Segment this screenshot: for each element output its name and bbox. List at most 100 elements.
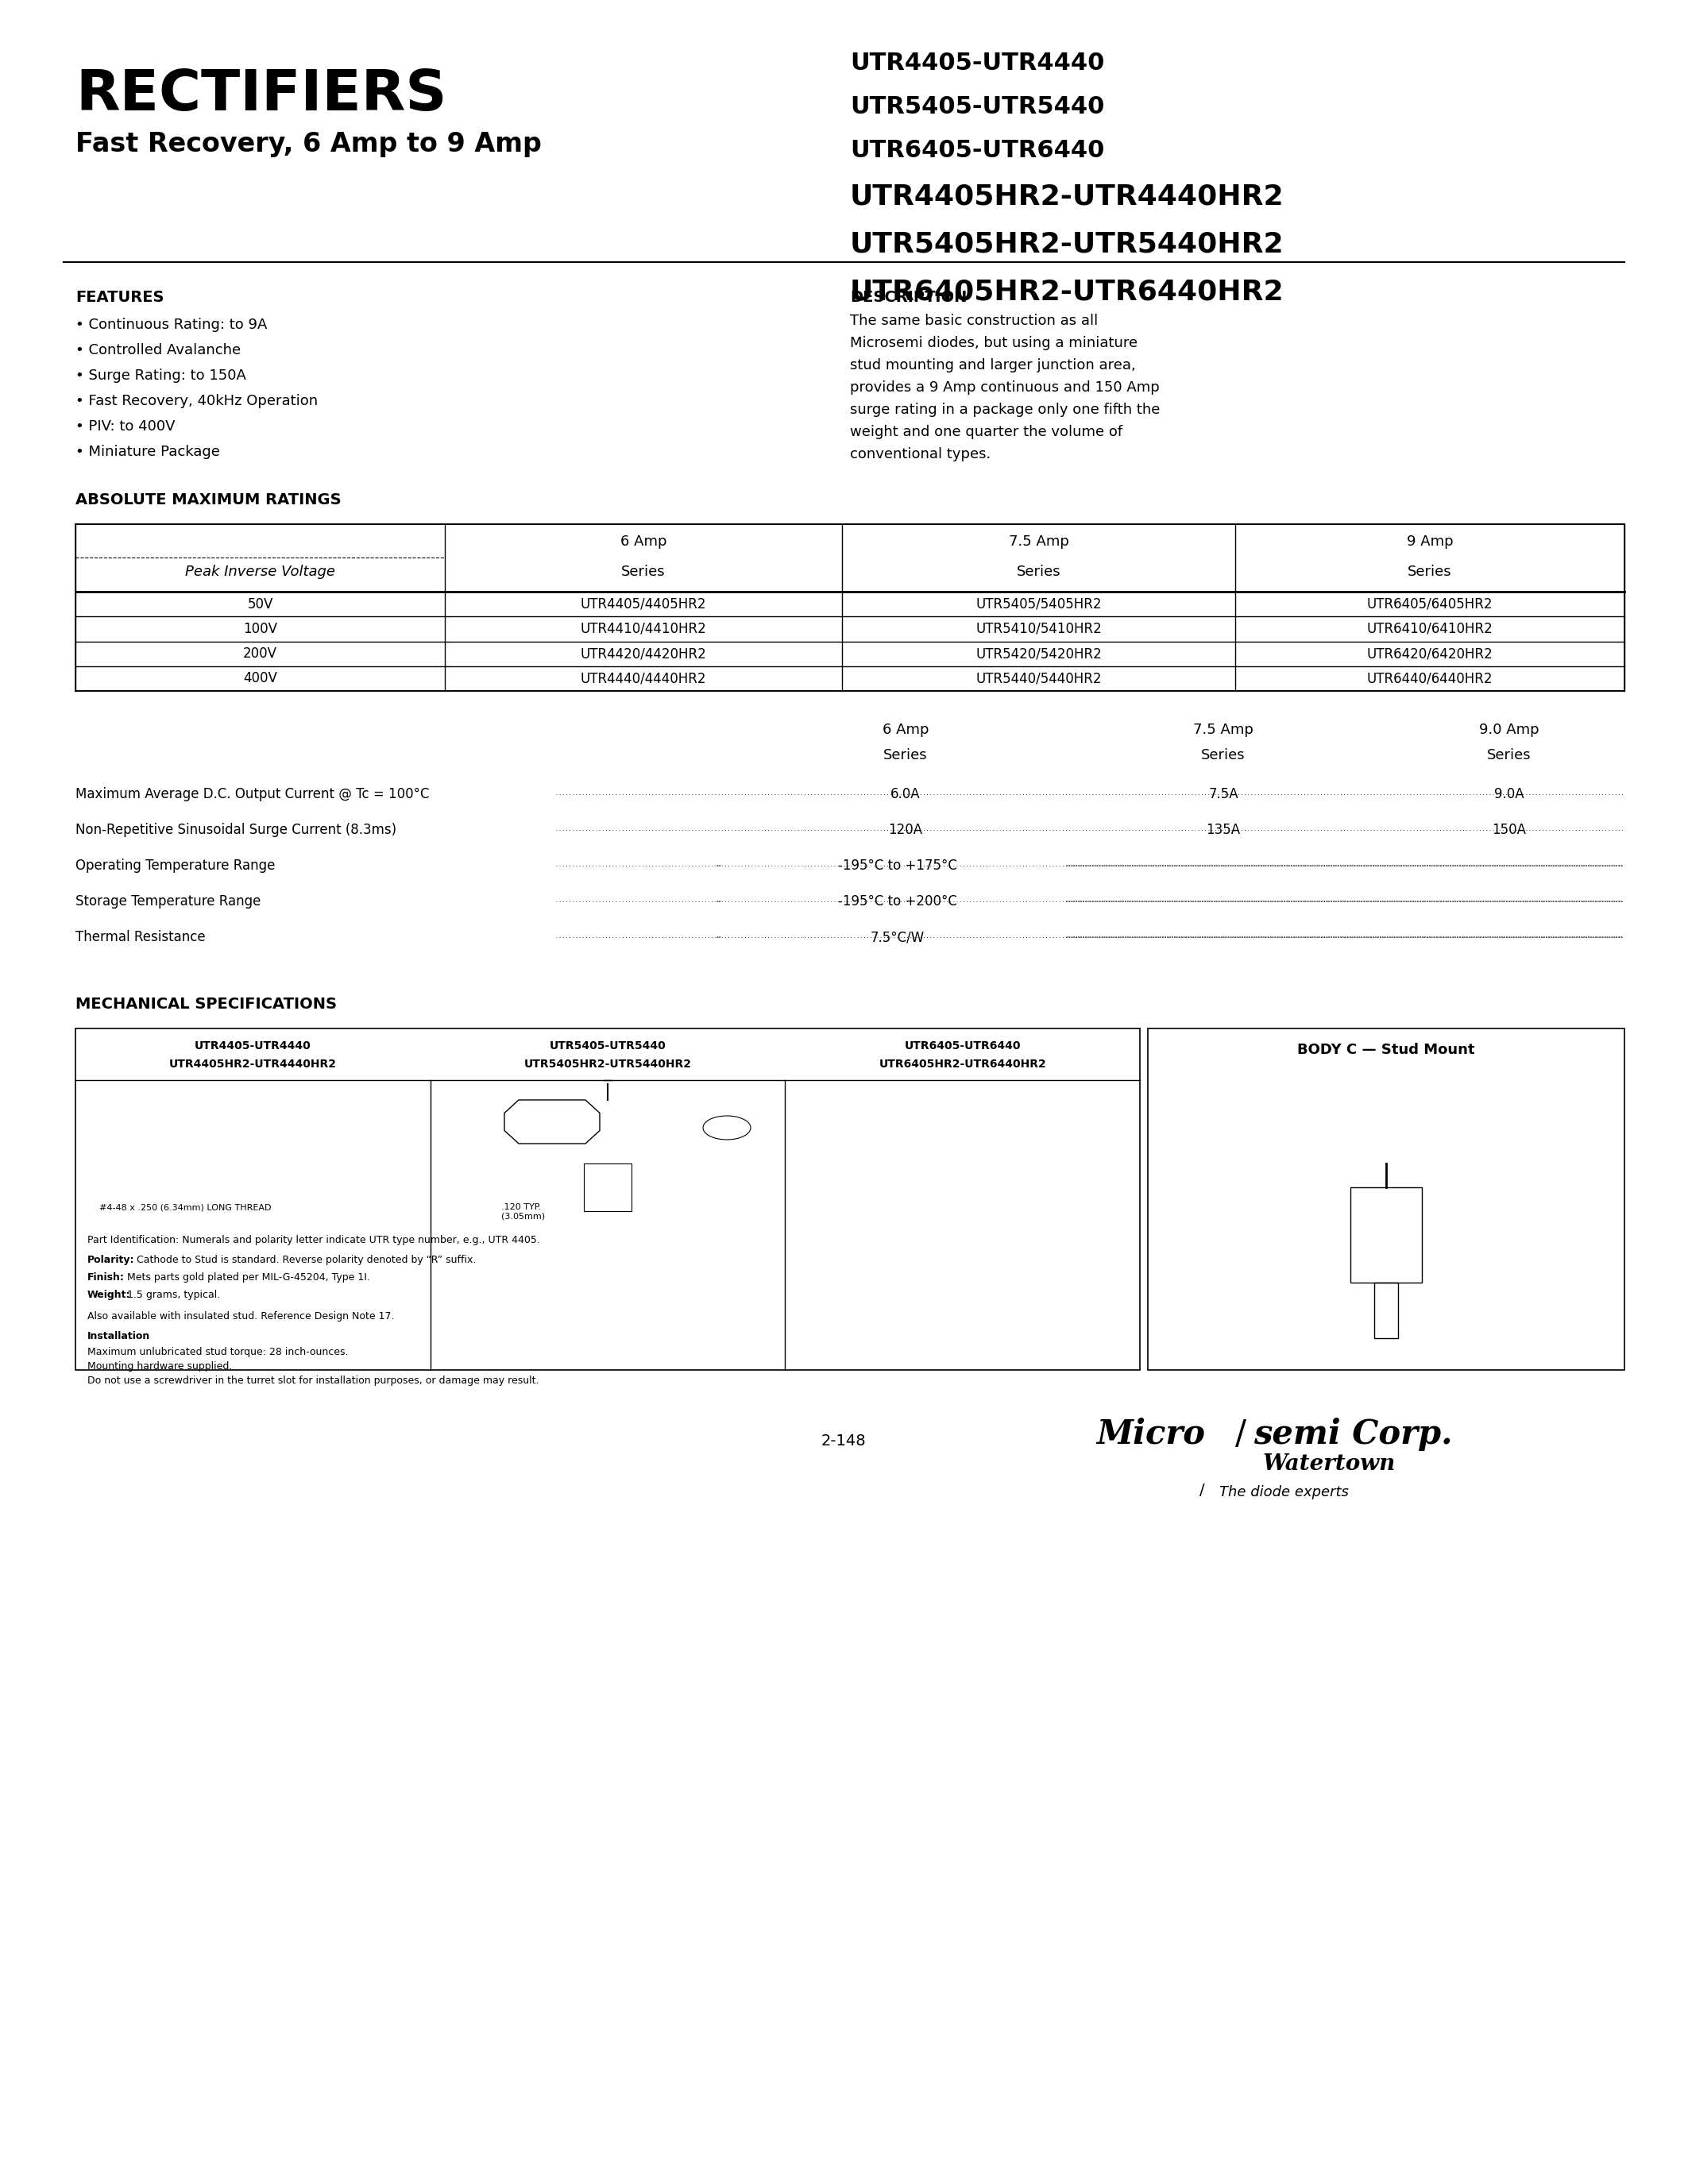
- Text: Mounting hardware supplied.: Mounting hardware supplied.: [88, 1361, 233, 1372]
- Text: 7.5A: 7.5A: [1209, 786, 1239, 802]
- Text: Installation: Installation: [88, 1330, 150, 1341]
- Text: BODY C — Stud Mount: BODY C — Stud Mount: [1298, 1042, 1475, 1057]
- Text: provides a 9 Amp continuous and 150 Amp: provides a 9 Amp continuous and 150 Amp: [851, 380, 1160, 395]
- Text: UTR6405HR2-UTR6440HR2: UTR6405HR2-UTR6440HR2: [879, 1059, 1047, 1070]
- Text: #4-48 x .250 (6.34mm) LONG THREAD: #4-48 x .250 (6.34mm) LONG THREAD: [100, 1203, 272, 1212]
- Text: • PIV: to 400V: • PIV: to 400V: [76, 419, 176, 435]
- Text: Series: Series: [1202, 749, 1246, 762]
- Bar: [584, 1164, 631, 1212]
- Text: 50V: 50V: [246, 596, 273, 612]
- Text: 6 Amp: 6 Amp: [619, 535, 667, 548]
- Text: 7.5°C/W: 7.5°C/W: [871, 930, 925, 943]
- Text: Also available with insulated stud. Reference Design Note 17.: Also available with insulated stud. Refe…: [88, 1310, 395, 1321]
- Text: UTR5405-UTR5440: UTR5405-UTR5440: [549, 1040, 667, 1051]
- Text: Finish:: Finish:: [88, 1273, 125, 1282]
- Text: UTR4440/4440HR2: UTR4440/4440HR2: [581, 670, 706, 686]
- Text: Polarity:: Polarity:: [88, 1256, 135, 1265]
- Text: Maximum unlubricated stud torque: 28 inch-ounces.: Maximum unlubricated stud torque: 28 inc…: [88, 1348, 348, 1356]
- Text: UTR4405-UTR4440: UTR4405-UTR4440: [194, 1040, 311, 1051]
- Text: UTR6405HR2-UTR6440HR2: UTR6405HR2-UTR6440HR2: [851, 277, 1285, 306]
- Text: UTR4405/4405HR2: UTR4405/4405HR2: [581, 596, 706, 612]
- Text: RECTIFIERS: RECTIFIERS: [76, 68, 447, 122]
- Text: FEATURES: FEATURES: [76, 290, 164, 306]
- Bar: [76, 1029, 1139, 1369]
- Text: 9 Amp: 9 Amp: [1406, 535, 1453, 548]
- Text: 120A: 120A: [888, 823, 923, 836]
- Text: MECHANICAL SPECIFICATIONS: MECHANICAL SPECIFICATIONS: [76, 996, 338, 1011]
- Text: UTR5405-UTR5440: UTR5405-UTR5440: [851, 96, 1104, 118]
- Text: UTR6405-UTR6440: UTR6405-UTR6440: [851, 140, 1104, 162]
- Text: Part Identification: Numerals and polarity letter indicate UTR type number, e.g.: Part Identification: Numerals and polari…: [88, 1234, 540, 1245]
- Text: semi Corp.: semi Corp.: [1254, 1417, 1453, 1450]
- Text: 135A: 135A: [1207, 823, 1241, 836]
- Text: 7.5 Amp: 7.5 Amp: [1008, 535, 1069, 548]
- Bar: [1148, 1029, 1624, 1369]
- Text: Watertown: Watertown: [1263, 1452, 1396, 1474]
- Text: Do not use a screwdriver in the turret slot for installation purposes, or damage: Do not use a screwdriver in the turret s…: [88, 1376, 538, 1387]
- Text: Series: Series: [1487, 749, 1531, 762]
- Text: UTR6405/6405HR2: UTR6405/6405HR2: [1367, 596, 1492, 612]
- Text: UTR6420/6420HR2: UTR6420/6420HR2: [1367, 646, 1492, 662]
- Text: Microsemi diodes, but using a miniature: Microsemi diodes, but using a miniature: [851, 336, 1138, 349]
- Text: weight and one quarter the volume of: weight and one quarter the volume of: [851, 426, 1123, 439]
- Text: UTR5410/5410HR2: UTR5410/5410HR2: [976, 622, 1102, 636]
- Text: • Miniature Package: • Miniature Package: [76, 446, 219, 459]
- Text: Maximum Average D.C. Output Current @ Tc = 100°C: Maximum Average D.C. Output Current @ Tc…: [76, 786, 429, 802]
- Text: UTR5420/5420HR2: UTR5420/5420HR2: [976, 646, 1102, 662]
- Text: UTR5405/5405HR2: UTR5405/5405HR2: [976, 596, 1102, 612]
- Text: • Continuous Rating: to 9A: • Continuous Rating: to 9A: [76, 317, 267, 332]
- Text: UTR4405-UTR4440: UTR4405-UTR4440: [851, 52, 1104, 74]
- Text: UTR4405HR2-UTR4440HR2: UTR4405HR2-UTR4440HR2: [169, 1059, 336, 1070]
- Text: /: /: [1200, 1483, 1205, 1498]
- Text: Series: Series: [1408, 566, 1452, 579]
- Text: UTR4410/4410HR2: UTR4410/4410HR2: [581, 622, 707, 636]
- Text: /: /: [1236, 1417, 1246, 1450]
- Text: Operating Temperature Range: Operating Temperature Range: [76, 858, 275, 874]
- Bar: [1374, 1282, 1398, 1339]
- Text: 9.0A: 9.0A: [1494, 786, 1524, 802]
- Text: 200V: 200V: [243, 646, 277, 662]
- Text: Series: Series: [883, 749, 928, 762]
- Text: 7.5 Amp: 7.5 Amp: [1193, 723, 1254, 736]
- Text: UTR4405HR2-UTR4440HR2: UTR4405HR2-UTR4440HR2: [851, 183, 1285, 210]
- Text: • Surge Rating: to 150A: • Surge Rating: to 150A: [76, 369, 246, 382]
- Text: -195°C to +175°C: -195°C to +175°C: [837, 858, 957, 874]
- Text: Series: Series: [621, 566, 665, 579]
- Text: • Controlled Avalanche: • Controlled Avalanche: [76, 343, 241, 358]
- Text: UTR6410/6410HR2: UTR6410/6410HR2: [1367, 622, 1492, 636]
- Text: Non-Repetitive Sinusoidal Surge Current (8.3ms): Non-Repetitive Sinusoidal Surge Current …: [76, 823, 397, 836]
- Text: Peak Inverse Voltage: Peak Inverse Voltage: [186, 566, 336, 579]
- Text: 150A: 150A: [1492, 823, 1526, 836]
- Text: 1.5 grams, typical.: 1.5 grams, typical.: [123, 1291, 219, 1299]
- Text: Series: Series: [1016, 566, 1060, 579]
- Text: 100V: 100V: [243, 622, 277, 636]
- Text: 6.0A: 6.0A: [891, 786, 920, 802]
- Text: Fast Recovery, 6 Amp to 9 Amp: Fast Recovery, 6 Amp to 9 Amp: [76, 131, 542, 157]
- Bar: [1350, 1188, 1421, 1282]
- Text: DESCRIPTION: DESCRIPTION: [851, 290, 967, 306]
- Text: Cathode to Stud is standard. Reverse polarity denoted by “R” suffix.: Cathode to Stud is standard. Reverse pol…: [133, 1256, 476, 1265]
- Text: Weight:: Weight:: [88, 1291, 130, 1299]
- Text: -195°C to +200°C: -195°C to +200°C: [837, 893, 957, 909]
- Text: The diode experts: The diode experts: [1219, 1485, 1349, 1500]
- Text: 9.0 Amp: 9.0 Amp: [1479, 723, 1539, 736]
- Text: • Fast Recovery, 40kHz Operation: • Fast Recovery, 40kHz Operation: [76, 393, 317, 408]
- Text: The same basic construction as all: The same basic construction as all: [851, 314, 1097, 328]
- Text: UTR6440/6440HR2: UTR6440/6440HR2: [1367, 670, 1492, 686]
- Text: UTR5440/5440HR2: UTR5440/5440HR2: [976, 670, 1102, 686]
- Text: stud mounting and larger junction area,: stud mounting and larger junction area,: [851, 358, 1136, 373]
- Bar: [76, 524, 1624, 690]
- Text: UTR4420/4420HR2: UTR4420/4420HR2: [581, 646, 707, 662]
- Text: Thermal Resistance: Thermal Resistance: [76, 930, 206, 943]
- Text: UTR6405-UTR6440: UTR6405-UTR6440: [905, 1040, 1021, 1051]
- Text: Mets parts gold plated per MIL-G-45204, Type 1I.: Mets parts gold plated per MIL-G-45204, …: [123, 1273, 370, 1282]
- Text: Storage Temperature Range: Storage Temperature Range: [76, 893, 262, 909]
- Text: .120 TYP.
(3.05mm): .120 TYP. (3.05mm): [501, 1203, 545, 1221]
- Text: ABSOLUTE MAXIMUM RATINGS: ABSOLUTE MAXIMUM RATINGS: [76, 491, 341, 507]
- Text: 400V: 400V: [243, 670, 277, 686]
- Text: UTR5405HR2-UTR5440HR2: UTR5405HR2-UTR5440HR2: [523, 1059, 692, 1070]
- Text: conventional types.: conventional types.: [851, 448, 991, 461]
- Text: Micro: Micro: [1096, 1417, 1205, 1450]
- Text: 6 Amp: 6 Amp: [883, 723, 928, 736]
- Text: UTR5405HR2-UTR5440HR2: UTR5405HR2-UTR5440HR2: [851, 229, 1285, 258]
